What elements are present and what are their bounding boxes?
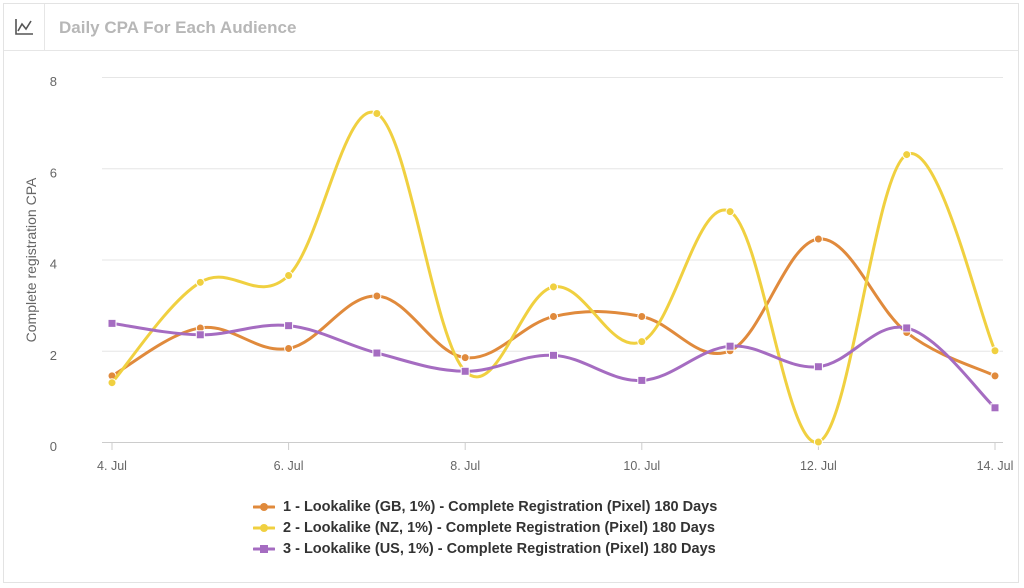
line-chart-icon[interactable] <box>4 4 45 50</box>
data-point[interactable] <box>284 321 294 331</box>
x-tick-label: 10. Jul <box>623 459 660 473</box>
data-point[interactable] <box>372 348 382 358</box>
data-point[interactable] <box>372 291 382 301</box>
chart-card: Daily CPA For Each Audience <box>3 3 1019 583</box>
legend-symbol <box>253 544 275 553</box>
data-point[interactable] <box>195 277 205 287</box>
data-point[interactable] <box>637 375 647 385</box>
legend-item-2[interactable]: 2 - Lookalike (NZ, 1%) - Complete Regist… <box>253 517 717 538</box>
data-point[interactable] <box>725 207 735 217</box>
series-group <box>107 109 1000 447</box>
legend-item-3[interactable]: 3 - Lookalike (US, 1%) - Complete Regist… <box>253 538 717 559</box>
data-point[interactable] <box>549 282 558 292</box>
data-point[interactable] <box>372 109 382 118</box>
data-point[interactable] <box>107 318 117 328</box>
data-point[interactable] <box>990 403 1000 413</box>
x-axis: 4. Jul 6. Jul 8. Jul 10. Jul 12. Jul 14. Jul <box>97 442 1013 473</box>
y-tick-label: 0 <box>50 439 57 454</box>
data-point[interactable] <box>902 323 912 333</box>
x-tick-label: 6. Jul <box>274 459 304 473</box>
data-point[interactable] <box>813 362 823 372</box>
chart-legend: 1 - Lookalike (GB, 1%) - Complete Regist… <box>253 496 717 559</box>
data-point[interactable] <box>460 353 470 363</box>
data-point[interactable] <box>549 350 558 360</box>
data-point[interactable] <box>725 341 735 351</box>
data-point[interactable] <box>813 437 823 447</box>
y-tick-label: 6 <box>50 165 57 180</box>
x-tick-label: 8. Jul <box>450 459 480 473</box>
chart-header: Daily CPA For Each Audience <box>4 4 1018 51</box>
legend-label: 2 - Lookalike (NZ, 1%) - Complete Regist… <box>283 519 715 536</box>
data-point[interactable] <box>284 270 294 280</box>
data-point[interactable] <box>195 330 205 340</box>
data-point[interactable] <box>637 312 647 322</box>
data-point[interactable] <box>284 343 294 353</box>
series-2 <box>107 109 1000 447</box>
y-tick-label: 2 <box>50 348 57 363</box>
x-tick-label: 12. Jul <box>800 459 837 473</box>
legend-item-1[interactable]: 1 - Lookalike (GB, 1%) - Complete Regist… <box>253 496 717 517</box>
data-point[interactable] <box>990 346 1000 356</box>
legend-symbol <box>253 502 275 511</box>
y-axis-title: Complete registration CPA <box>23 177 39 342</box>
data-point[interactable] <box>549 312 558 322</box>
x-tick-label: 14. Jul <box>977 459 1014 473</box>
x-tick-label: 4. Jul <box>97 459 127 473</box>
data-point[interactable] <box>460 366 470 376</box>
data-point[interactable] <box>990 371 1000 381</box>
legend-label: 3 - Lookalike (US, 1%) - Complete Regist… <box>283 540 716 557</box>
data-point[interactable] <box>107 378 117 388</box>
data-point[interactable] <box>813 234 823 244</box>
data-point[interactable] <box>902 150 912 160</box>
data-point[interactable] <box>637 337 647 347</box>
chart-title: Daily CPA For Each Audience <box>59 18 297 37</box>
y-tick-label: 8 <box>50 74 57 89</box>
series-1 <box>107 234 1000 381</box>
series-line <box>110 321 997 410</box>
legend-label: 1 - Lookalike (GB, 1%) - Complete Regist… <box>283 498 718 515</box>
grid-lines <box>102 77 1003 443</box>
y-axis-ticks: 0 2 4 6 8 <box>50 74 57 454</box>
y-tick-label: 4 <box>50 257 57 272</box>
series-3 <box>107 318 1000 413</box>
legend-symbol <box>253 523 275 532</box>
